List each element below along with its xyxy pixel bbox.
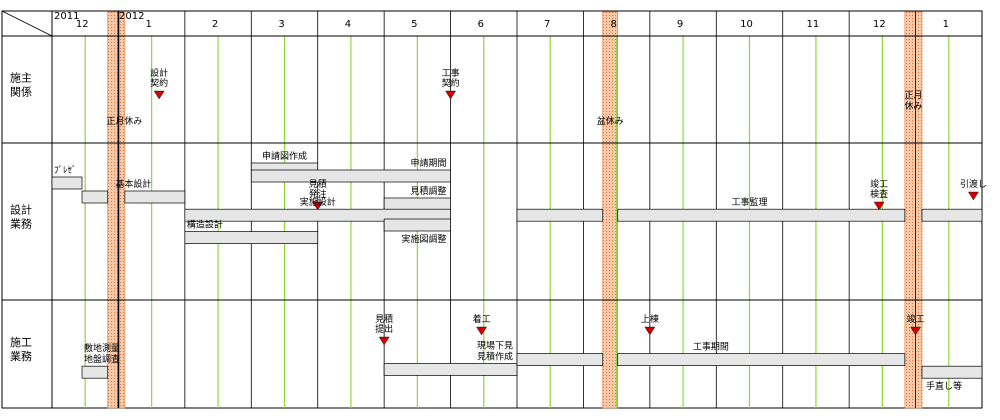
month-label: 10: [740, 19, 753, 30]
holiday-band-new-year-1: [107, 11, 126, 409]
task-bar: [516, 353, 604, 366]
milestone-marker: [968, 191, 979, 201]
task-label: 構造設計: [187, 219, 223, 231]
task-label: 基本設計: [115, 178, 151, 190]
month-label: 2: [212, 19, 218, 30]
month-label: 8: [610, 19, 616, 30]
task-label: ﾌﾟﾚｾﾞ: [54, 165, 77, 176]
row-label-construction: 施工: [10, 336, 32, 349]
milestone-label: 工事: [442, 67, 460, 79]
milestone-marker: [873, 201, 885, 211]
task-label: 地盤調査: [84, 353, 120, 365]
milestone-label: 契約: [442, 77, 460, 89]
row-label-client: 施主: [10, 72, 32, 85]
milestone-marker: [378, 336, 390, 346]
row-label-construction: 業務: [10, 349, 32, 363]
task-bar: [516, 208, 604, 222]
task-label: 実施図調整: [402, 233, 447, 245]
task-label: 工事期間: [693, 341, 729, 353]
month-label: 6: [478, 19, 484, 30]
holiday-band-obon: [602, 11, 619, 409]
month-label: 1: [943, 19, 949, 30]
milestone-label: 見積: [375, 313, 393, 325]
milestone-label: 提出: [375, 323, 393, 335]
month-label: 9: [677, 19, 683, 30]
task-bar: [921, 208, 983, 222]
holiday-label: 正月休み: [106, 115, 142, 127]
year-label-start: 2011: [54, 11, 79, 22]
task-bar: [51, 176, 83, 190]
task-bar: [617, 353, 906, 366]
task-label: 敷地測量: [84, 342, 120, 354]
milestone-marker: [476, 326, 487, 336]
task-label: 工事監理: [731, 196, 767, 208]
task-bar: [124, 190, 186, 204]
month-label: 1: [145, 19, 151, 30]
row-label-client: 関係: [10, 86, 32, 99]
holiday-label: 盆休み: [597, 115, 624, 127]
milestone-label: 竣工: [870, 178, 888, 190]
milestone-label: 見積: [309, 178, 327, 190]
milestone-marker: [153, 90, 165, 100]
month-label: 3: [278, 19, 284, 30]
month-label: 4: [345, 19, 351, 30]
holiday-band-new-year-2: [904, 11, 923, 409]
task-bar: [617, 208, 906, 222]
task-label: 申請図作成: [262, 150, 307, 162]
milestone-marker: [312, 201, 324, 211]
task-bar-layer: [51, 90, 983, 379]
task-bar: [383, 197, 451, 211]
task-label: 実施設計: [300, 196, 336, 208]
task-bar: [81, 365, 109, 379]
task-label: 見積調整: [411, 185, 447, 197]
holiday-label: 正月: [904, 90, 922, 101]
holiday-label: 休み: [904, 100, 922, 112]
year-label-next: 2012: [119, 11, 144, 22]
task-bar: [383, 218, 451, 232]
task-bar: [250, 169, 451, 183]
task-label: 手直し等: [926, 380, 962, 392]
milestone-marker: [445, 90, 456, 100]
month-label: 12: [76, 19, 89, 30]
milestone-label: 発注: [309, 188, 327, 200]
task-bar: [81, 190, 109, 204]
milestone-label: 引渡し: [960, 178, 987, 190]
month-label: 7: [544, 19, 550, 30]
task-label: 申請期間: [411, 157, 447, 169]
milestone-label: 竣工: [907, 313, 925, 325]
milestone-label: 検査: [870, 188, 888, 200]
row-label-design: 設計: [10, 203, 32, 217]
milestone-label: 着工: [473, 313, 491, 325]
milestone-label: 設計: [150, 67, 168, 79]
task-bar: [383, 363, 518, 376]
milestone-marker: [910, 326, 921, 336]
milestone-label: 上棟: [641, 313, 659, 325]
task-label: 見積作成: [477, 350, 513, 362]
task-label: 現場下見: [477, 339, 513, 351]
month-label: 11: [807, 19, 820, 30]
month-label: 12: [873, 19, 886, 30]
row-label-design: 業務: [10, 217, 32, 231]
month-label: 5: [411, 19, 417, 30]
corner-diagonal: [1, 10, 53, 37]
milestone-marker: [644, 326, 656, 336]
task-bar: [184, 231, 319, 244]
task-bar: [921, 365, 983, 379]
milestone-label: 契約: [150, 77, 168, 89]
